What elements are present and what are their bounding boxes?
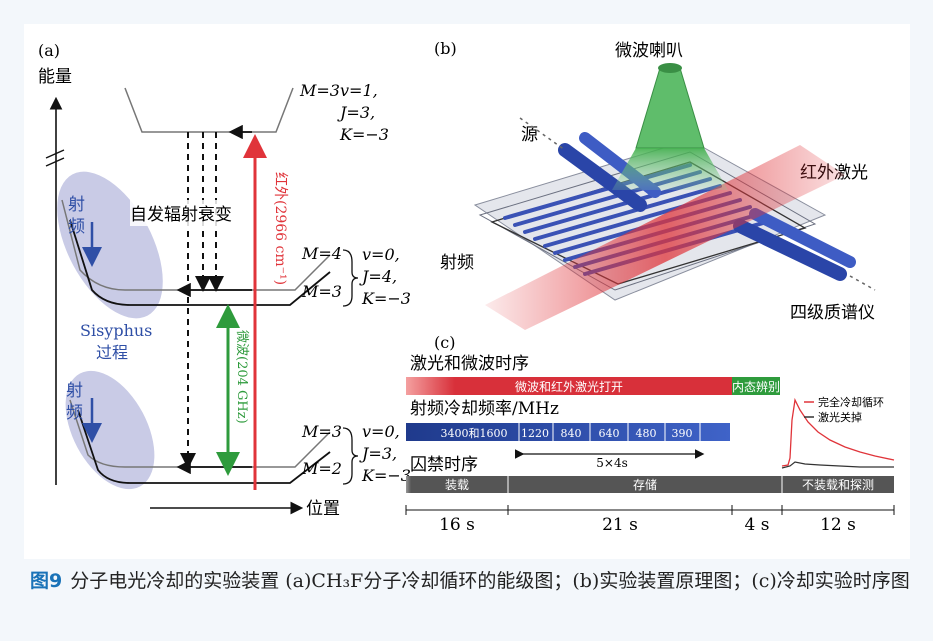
rf-ellipse-top xyxy=(57,171,163,319)
middle-m-bot: M=3 xyxy=(301,282,342,301)
legend-full-cooling: 完全冷却循环 xyxy=(818,395,884,409)
trace-full-cooling xyxy=(781,397,895,467)
rf-label-top-1: 射 xyxy=(68,195,85,215)
rf-cell-5: 390 xyxy=(672,427,693,440)
panel-b: (b) 微波喇叭 源 红外激光 射频 四级质谱仪 xyxy=(434,39,876,330)
row3-bar-probe xyxy=(782,476,894,493)
legend-laser-off: 激光关掉 xyxy=(818,410,862,424)
rf-ellipse-bottom xyxy=(65,370,155,490)
position-axis-label: 位置 xyxy=(306,499,340,519)
upper-m: M=3 xyxy=(299,81,340,100)
rf-label: 射频 xyxy=(440,253,474,273)
exit-tube xyxy=(733,219,847,281)
row1-bar-laser xyxy=(406,377,732,395)
energy-axis-label: 能量 xyxy=(38,67,72,87)
row1-bar1-label: 微波和红外激光打开 xyxy=(515,379,623,394)
rf-cell-4: 480 xyxy=(636,427,657,440)
figure-panel xyxy=(24,24,910,559)
lower-j: J=3, xyxy=(359,444,397,463)
duration-1: 16 s xyxy=(439,515,475,535)
lower-v: v=0, xyxy=(362,422,400,441)
rf-label-top-2: 频 xyxy=(68,217,85,237)
lower-k: K=−3 xyxy=(361,466,411,485)
infrared-label: 红外(2966 cm⁻¹) xyxy=(272,172,288,285)
row1-bar-detect xyxy=(732,377,780,395)
ir-beam xyxy=(485,145,845,330)
microwave-horn xyxy=(635,67,705,149)
middle-well-m3 xyxy=(69,219,331,306)
row3-bar3-label: 不装载和探测 xyxy=(802,478,874,492)
row2-title: 射频冷却频率/MHz xyxy=(410,399,559,419)
middle-well-m4 xyxy=(61,199,331,291)
panel-c-label: (c) xyxy=(434,333,455,352)
microwave-label: 微波(204 GHz) xyxy=(234,330,249,424)
spontaneous-decay-label: 自发辐射衰变 xyxy=(130,205,232,225)
process-label: 过程 xyxy=(96,343,128,362)
middle-j: J=4, xyxy=(359,267,397,286)
quad-label: 四级质谱仪 xyxy=(790,303,875,323)
source-label: 源 xyxy=(521,125,538,145)
lower-m-bot: M=2 xyxy=(301,459,342,478)
sisyphus-label: Sisyphus xyxy=(80,321,152,340)
upper-v: v=1, xyxy=(340,81,378,100)
lower-well-m2 xyxy=(77,409,331,484)
source-tube xyxy=(558,143,647,212)
upper-j: J=3, xyxy=(337,103,375,122)
row3-bar2-label: 存储 xyxy=(633,477,657,492)
row1-bar2-label: 内态辨别 xyxy=(732,380,780,394)
duration-4: 12 s xyxy=(820,515,856,535)
rf-label-bottom-1: 射 xyxy=(66,381,83,401)
panel-a: (a) 能量 位置 xyxy=(38,41,411,519)
duration-3: 4 s xyxy=(745,515,770,535)
row3-bar-store xyxy=(508,476,782,493)
upper-k: K=−3 xyxy=(339,125,389,144)
panel-c: (c) 激光和微波时序 微波和红外激光打开 内态辨别 射频冷却频率/MHz 34… xyxy=(405,333,895,535)
lower-well-m3 xyxy=(69,399,331,468)
row3-title: 囚禁时序 xyxy=(410,455,478,475)
duration-2: 21 s xyxy=(602,515,638,535)
middle-m-top: M=4 xyxy=(301,244,342,263)
upper-well xyxy=(124,87,294,133)
row2-bar-rf xyxy=(406,423,730,441)
rf-cell-3: 640 xyxy=(599,427,620,440)
trace-laser-off xyxy=(781,461,894,469)
row1-title: 激光和微波时序 xyxy=(410,354,529,374)
rf-cell-0: 3400和1600 xyxy=(441,427,508,440)
row2-note: 5×4s xyxy=(596,456,627,470)
rf-cell-1: 1220 xyxy=(521,427,549,440)
horn-label: 微波喇叭 xyxy=(615,41,683,61)
rf-label-bottom-2: 频 xyxy=(66,403,83,423)
row3-bar1-label: 装载 xyxy=(445,478,469,492)
middle-k: K=−3 xyxy=(361,289,411,308)
lower-m-top: M=3 xyxy=(301,422,342,441)
figure-caption: 图9 分子电光冷却的实验装置 (a)CH₃F分子冷却循环的能级图；(b)实验装置原… xyxy=(30,565,910,597)
caption-fig-number: 图9 xyxy=(30,570,63,592)
panel-b-label: (b) xyxy=(434,39,457,58)
panel-a-label: (a) xyxy=(38,41,60,60)
caption-text: 分子电光冷却的实验装置 (a)CH₃F分子冷却循环的能级图；(b)实验装置原理图… xyxy=(70,570,910,592)
rf-cell-2: 840 xyxy=(561,427,582,440)
row3-bar-load xyxy=(406,476,508,493)
middle-v: v=0, xyxy=(362,245,400,264)
